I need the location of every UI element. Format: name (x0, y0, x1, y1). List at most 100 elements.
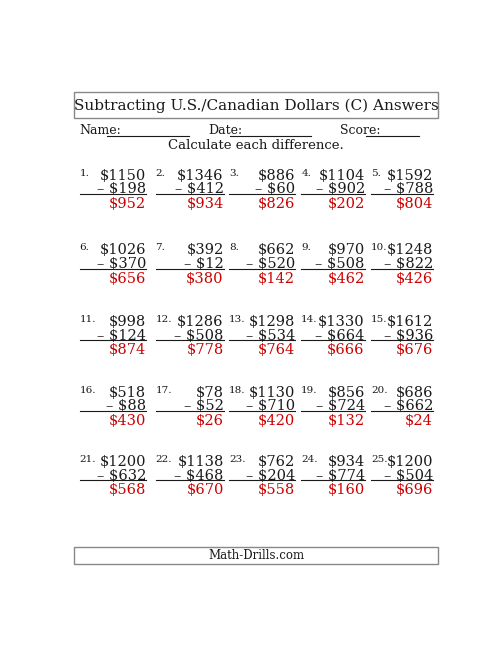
Text: 6.: 6. (80, 243, 90, 252)
Text: $1200: $1200 (100, 455, 146, 469)
Text: $1138: $1138 (178, 455, 224, 469)
Text: Score:: Score: (340, 124, 380, 137)
Text: – $204: – $204 (246, 469, 295, 483)
Text: 14.: 14. (301, 315, 318, 324)
Text: 21.: 21. (80, 455, 96, 464)
Text: – $198: – $198 (97, 182, 146, 196)
Text: 24.: 24. (301, 455, 318, 464)
Text: $804: $804 (396, 197, 433, 211)
Text: $420: $420 (258, 414, 295, 428)
Text: 4.: 4. (301, 168, 311, 177)
Text: $874: $874 (109, 344, 146, 357)
Text: – $124: – $124 (97, 329, 146, 343)
Text: – $534: – $534 (246, 329, 295, 343)
Text: – $710: – $710 (246, 399, 295, 413)
Text: 5.: 5. (371, 168, 381, 177)
Text: – $504: – $504 (384, 469, 433, 483)
FancyBboxPatch shape (74, 93, 438, 118)
Text: $1200: $1200 (386, 455, 433, 469)
Text: – $52: – $52 (184, 399, 224, 413)
Text: $696: $696 (396, 483, 433, 498)
Text: $826: $826 (258, 197, 295, 211)
Text: – $370: – $370 (97, 257, 146, 271)
Text: – $664: – $664 (316, 329, 365, 343)
Text: $380: $380 (186, 272, 224, 286)
Text: – $520: – $520 (246, 257, 295, 271)
Text: 22.: 22. (156, 455, 172, 464)
Text: 15.: 15. (371, 315, 388, 324)
Text: $952: $952 (109, 197, 146, 211)
Text: 23.: 23. (229, 455, 246, 464)
Text: – $12: – $12 (184, 257, 224, 271)
Text: – $88: – $88 (106, 399, 146, 413)
Text: $686: $686 (396, 386, 433, 400)
Text: $160: $160 (328, 483, 365, 498)
Text: $558: $558 (258, 483, 295, 498)
Text: $202: $202 (328, 197, 365, 211)
Text: 25.: 25. (371, 455, 388, 464)
Text: $1130: $1130 (248, 386, 295, 400)
Text: $1592: $1592 (386, 168, 433, 182)
Text: $934: $934 (186, 197, 224, 211)
Text: – $662: – $662 (384, 399, 433, 413)
Text: $1612: $1612 (386, 315, 433, 329)
Text: $762: $762 (258, 455, 295, 469)
Text: $430: $430 (109, 414, 146, 428)
Text: 16.: 16. (80, 386, 96, 395)
Text: – $936: – $936 (384, 329, 433, 343)
Text: Name:: Name: (80, 124, 122, 137)
Text: 19.: 19. (301, 386, 318, 395)
Text: $1330: $1330 (318, 315, 365, 329)
Text: – $822: – $822 (384, 257, 433, 271)
Text: $970: $970 (328, 243, 365, 258)
Text: $24: $24 (405, 414, 433, 428)
Text: 20.: 20. (371, 386, 388, 395)
Text: 1.: 1. (80, 168, 90, 177)
Text: $1298: $1298 (248, 315, 295, 329)
Text: Date:: Date: (208, 124, 242, 137)
Text: 10.: 10. (371, 243, 388, 252)
Text: $142: $142 (258, 272, 295, 286)
Text: $568: $568 (109, 483, 146, 498)
Text: – $412: – $412 (174, 182, 224, 196)
Text: $1286: $1286 (177, 315, 224, 329)
Text: – $788: – $788 (384, 182, 433, 196)
Text: 11.: 11. (80, 315, 96, 324)
Text: Calculate each difference.: Calculate each difference. (168, 139, 344, 152)
Text: – $902: – $902 (316, 182, 365, 196)
Text: $1104: $1104 (318, 168, 365, 182)
Text: 3.: 3. (229, 168, 239, 177)
Text: $426: $426 (396, 272, 433, 286)
Text: $676: $676 (396, 344, 433, 357)
Text: $778: $778 (186, 344, 224, 357)
Text: 17.: 17. (156, 386, 172, 395)
Text: 18.: 18. (229, 386, 246, 395)
Text: $1346: $1346 (177, 168, 224, 182)
Text: $934: $934 (328, 455, 365, 469)
Text: – $632: – $632 (97, 469, 146, 483)
Text: $764: $764 (258, 344, 295, 357)
Text: 2.: 2. (156, 168, 166, 177)
Text: $1248: $1248 (386, 243, 433, 258)
Text: – $508: – $508 (174, 329, 224, 343)
Text: 9.: 9. (301, 243, 311, 252)
Text: $132: $132 (328, 414, 365, 428)
Text: $392: $392 (186, 243, 224, 258)
Text: $1150: $1150 (100, 168, 146, 182)
Text: 7.: 7. (156, 243, 166, 252)
Text: $518: $518 (109, 386, 146, 400)
Text: $662: $662 (258, 243, 295, 258)
Text: Math-Drills.com: Math-Drills.com (208, 549, 304, 562)
Text: – $508: – $508 (316, 257, 365, 271)
Text: $856: $856 (328, 386, 365, 400)
Text: $26: $26 (196, 414, 224, 428)
Text: – $60: – $60 (255, 182, 295, 196)
Text: Subtracting U.S./Canadian Dollars (C) Answers: Subtracting U.S./Canadian Dollars (C) An… (74, 98, 438, 113)
Text: $666: $666 (327, 344, 365, 357)
Text: $462: $462 (328, 272, 365, 286)
Text: $670: $670 (186, 483, 224, 498)
Text: 12.: 12. (156, 315, 172, 324)
Text: $998: $998 (109, 315, 146, 329)
Text: $78: $78 (196, 386, 224, 400)
Text: – $774: – $774 (316, 469, 365, 483)
